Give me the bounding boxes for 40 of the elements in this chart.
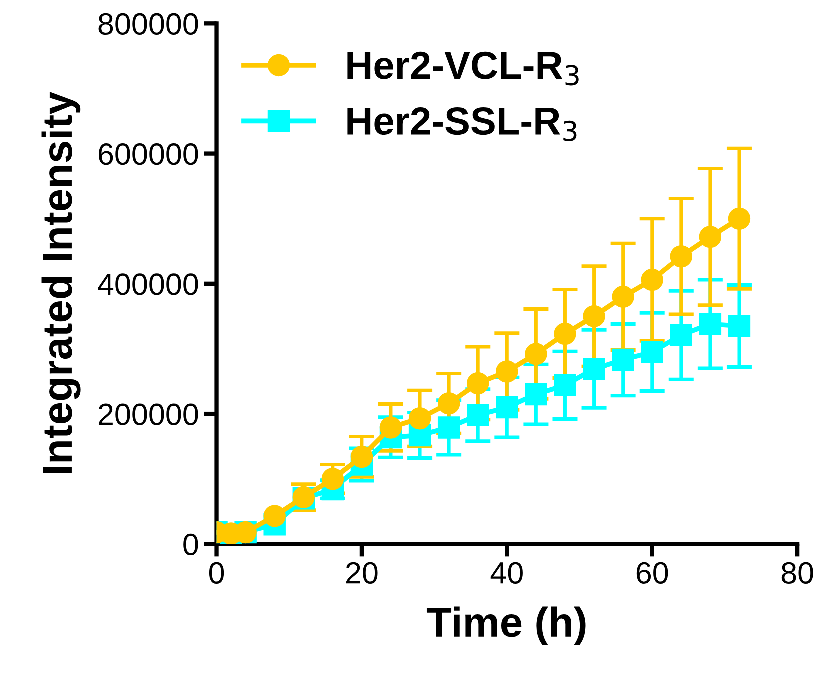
point <box>554 322 576 346</box>
x-tick-label: 0 <box>209 562 224 584</box>
x-tick-label: 40 <box>490 562 523 584</box>
point <box>525 383 548 406</box>
y-tick-label: 600000 <box>99 144 198 166</box>
point <box>438 392 460 415</box>
point <box>670 324 693 346</box>
point <box>438 416 460 439</box>
point <box>496 396 518 419</box>
point <box>350 446 374 468</box>
point <box>467 372 490 395</box>
point <box>525 343 548 366</box>
y-tick-label: 0 <box>184 534 198 556</box>
point <box>264 505 286 528</box>
point <box>408 407 432 430</box>
point <box>670 245 693 268</box>
point <box>699 226 722 248</box>
legend-label: Her2-SSL-R$_{3}$ <box>348 108 577 142</box>
y-axis-title: Integrated Intensity <box>42 92 81 474</box>
x-tick-label: 60 <box>636 562 668 584</box>
point <box>699 313 722 336</box>
point <box>612 348 634 372</box>
point <box>641 341 664 364</box>
point <box>467 404 490 426</box>
legend-label: Her2-VCL-R$_{3}$ <box>348 52 579 86</box>
x-tick-label: 20 <box>346 562 378 584</box>
point <box>583 358 606 380</box>
point <box>641 268 664 292</box>
x-axis-title: Time (h) <box>426 606 586 646</box>
point <box>728 208 751 230</box>
point <box>583 305 606 328</box>
point <box>612 286 634 308</box>
point <box>554 374 576 397</box>
x-tick-label: 80 <box>782 562 814 584</box>
y-tick-label: 200000 <box>98 404 198 426</box>
point <box>728 315 751 338</box>
y-tick-label: 400000 <box>98 274 198 296</box>
point <box>380 416 402 439</box>
y-tick-label: 800000 <box>98 13 198 36</box>
point <box>496 360 518 383</box>
